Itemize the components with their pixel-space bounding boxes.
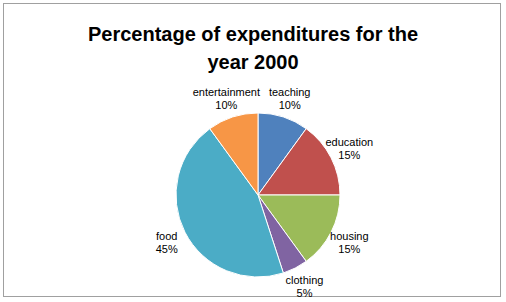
svg-text:clothing5%: clothing5% [286,274,324,299]
svg-text:entertainment10%: entertainment10% [193,86,260,111]
svg-text:teaching10%: teaching10% [269,86,311,111]
html-text:Percentage of expenditures for: Percentage of expenditures for the year … [88,23,418,73]
svg-text:food45%: food45% [156,230,178,255]
svg-text:housing15%: housing15% [330,230,369,255]
svg-text:education15%: education15% [325,136,373,161]
